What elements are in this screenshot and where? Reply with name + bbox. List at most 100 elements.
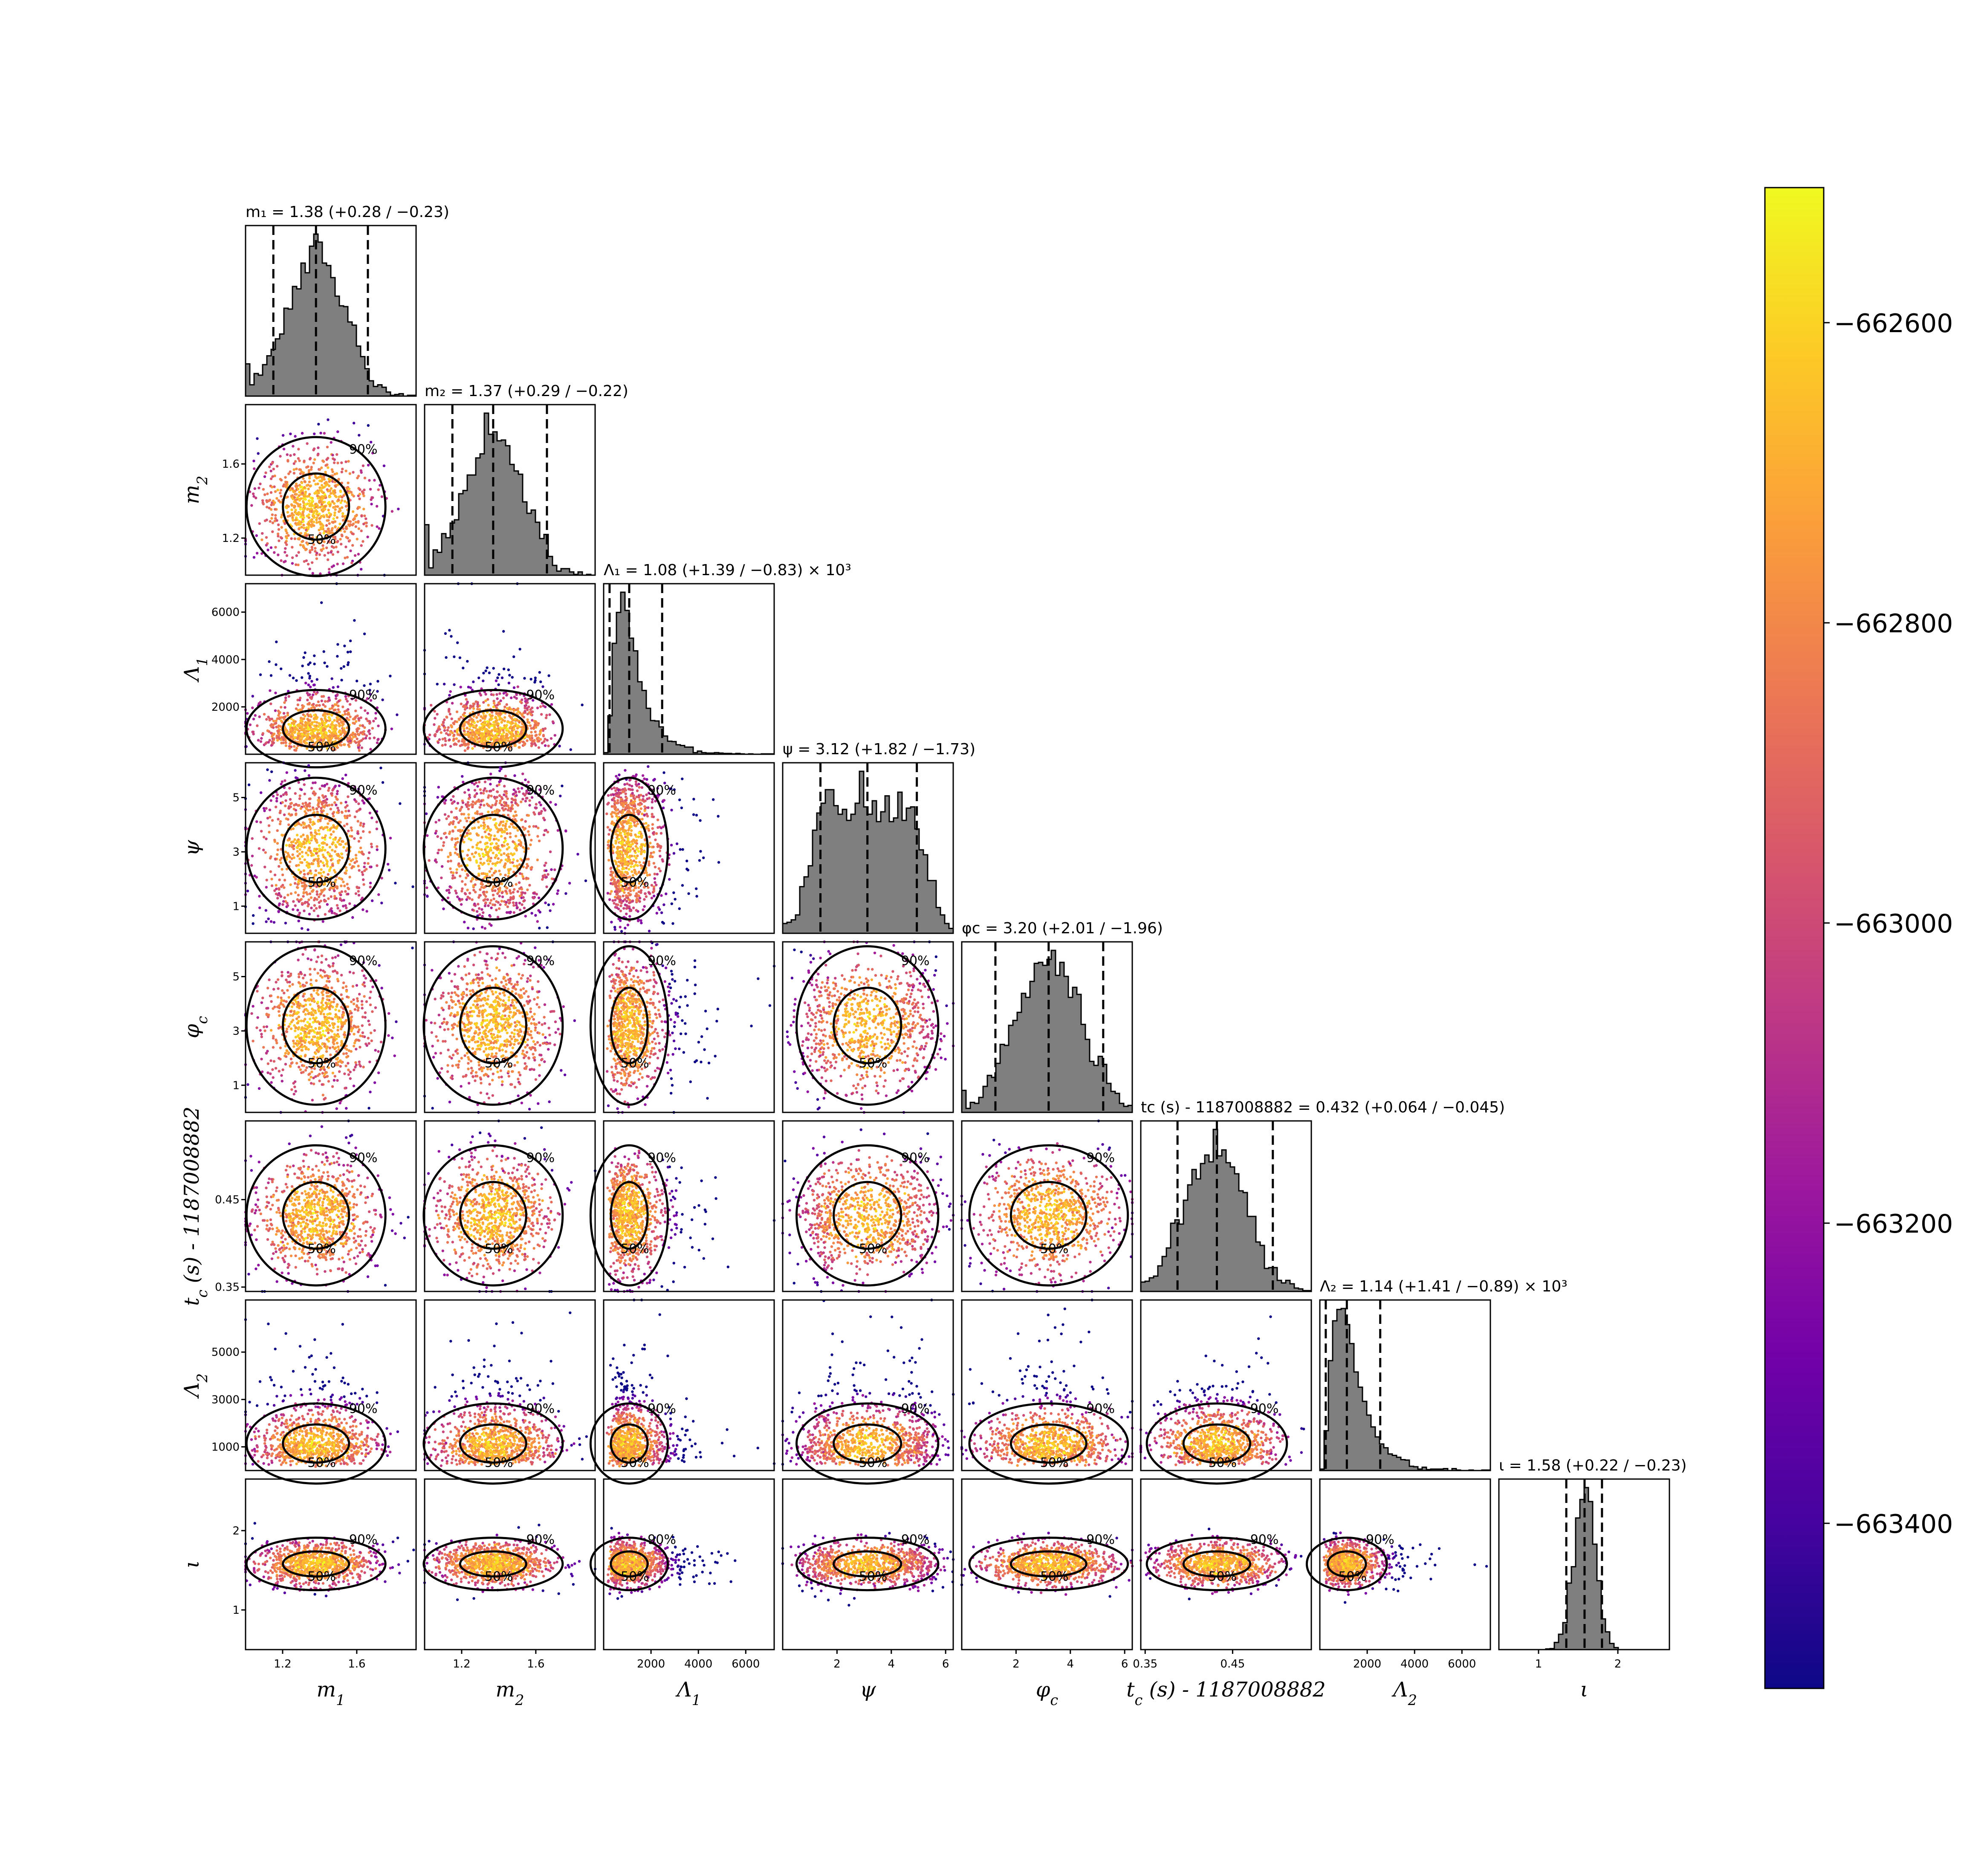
scatter-point	[490, 732, 493, 735]
scatter-point	[607, 794, 610, 797]
scatter-point	[330, 895, 333, 898]
scatter-point	[458, 865, 461, 868]
scatter-point	[441, 795, 444, 798]
scatter-point	[362, 540, 364, 543]
scatter-point	[341, 519, 345, 522]
scatter-point	[469, 838, 473, 842]
scatter-point	[293, 731, 296, 734]
scatter-point	[309, 726, 312, 729]
scatter-point	[455, 729, 459, 732]
scatter-point	[297, 563, 300, 567]
scatter-point	[489, 782, 492, 786]
scatter-point	[641, 812, 644, 816]
scatter-point	[616, 799, 619, 802]
scatter-point	[277, 533, 280, 536]
scatter-point	[345, 486, 348, 489]
scatter-point	[465, 733, 468, 736]
scatter-point	[489, 849, 492, 852]
scatter-point	[341, 495, 344, 499]
scatter-point	[270, 503, 273, 507]
scatter-point	[315, 704, 318, 707]
scatter-point	[327, 509, 330, 512]
scatter-point	[655, 883, 658, 886]
scatter-point	[466, 889, 469, 892]
scatter-point	[476, 785, 479, 788]
scatter-point	[475, 731, 478, 734]
scatter-point	[342, 880, 345, 883]
scatter-point	[262, 502, 265, 506]
scatter-point	[282, 447, 286, 451]
scatter-point	[308, 567, 311, 570]
scatter-point	[504, 839, 507, 842]
scatter-point	[665, 892, 668, 895]
scatter-point	[310, 787, 313, 790]
scatter-point	[461, 775, 464, 778]
scatter-point	[466, 803, 469, 806]
scatter-point	[434, 717, 437, 720]
scatter-point	[334, 538, 337, 541]
scatter-point	[318, 468, 321, 471]
scatter-point	[480, 824, 483, 827]
scatter-point	[360, 515, 363, 518]
scatter-point	[259, 821, 262, 824]
scatter-point	[513, 774, 516, 777]
scatter-point	[502, 667, 506, 671]
scatter-point	[290, 512, 294, 515]
scatter-point	[268, 507, 271, 510]
scatter-point	[246, 712, 249, 715]
scatter-point	[490, 906, 493, 909]
scatter-point	[679, 848, 682, 851]
scatter-point	[338, 909, 341, 912]
scatter-point	[509, 822, 513, 825]
scatter-point	[518, 895, 522, 897]
scatter-point	[269, 546, 273, 549]
scatter-point	[295, 846, 298, 849]
scatter-point	[320, 699, 323, 703]
scatter-point	[515, 883, 518, 886]
scatter-point	[319, 727, 322, 730]
scatter-point	[357, 553, 360, 556]
scatter-point	[260, 830, 263, 833]
scatter-point	[533, 742, 536, 745]
scatter-point	[336, 483, 339, 486]
scatter-point	[340, 852, 343, 855]
scatter-point	[498, 730, 502, 732]
scatter-point	[487, 704, 490, 707]
scatter-point	[299, 507, 302, 511]
scatter-point	[336, 562, 339, 566]
scatter-point	[291, 562, 294, 565]
scatter-point	[316, 915, 320, 918]
scatter-point	[447, 815, 450, 818]
scatter-point	[320, 498, 324, 501]
scatter-point	[480, 836, 484, 839]
scatter-point	[550, 737, 553, 740]
scatter-point	[651, 813, 654, 816]
y-tick-label: 3	[232, 846, 240, 859]
scatter-point	[292, 489, 296, 492]
scatter-point	[294, 842, 298, 845]
scatter-point	[510, 716, 513, 719]
scatter-point	[518, 908, 522, 912]
scatter-point	[331, 553, 335, 556]
scatter-point	[347, 718, 350, 721]
scatter-point	[333, 520, 337, 523]
scatter-point	[298, 499, 301, 502]
scatter-point	[516, 829, 519, 832]
scatter-point	[315, 807, 318, 811]
scatter-point	[351, 916, 354, 919]
scatter-point	[275, 640, 278, 643]
scatter-point	[506, 814, 510, 817]
scatter-point	[373, 736, 376, 739]
scatter-point	[327, 724, 330, 727]
scatter-point	[310, 695, 313, 699]
scatter-point	[508, 674, 511, 677]
scatter-point	[293, 500, 296, 504]
scatter-point	[343, 824, 346, 828]
scatter-point	[445, 716, 448, 719]
scatter-point	[265, 506, 269, 509]
scatter-point	[336, 655, 339, 658]
scatter-point	[437, 848, 440, 851]
scatter-point	[502, 697, 505, 700]
scatter-point	[286, 460, 289, 463]
